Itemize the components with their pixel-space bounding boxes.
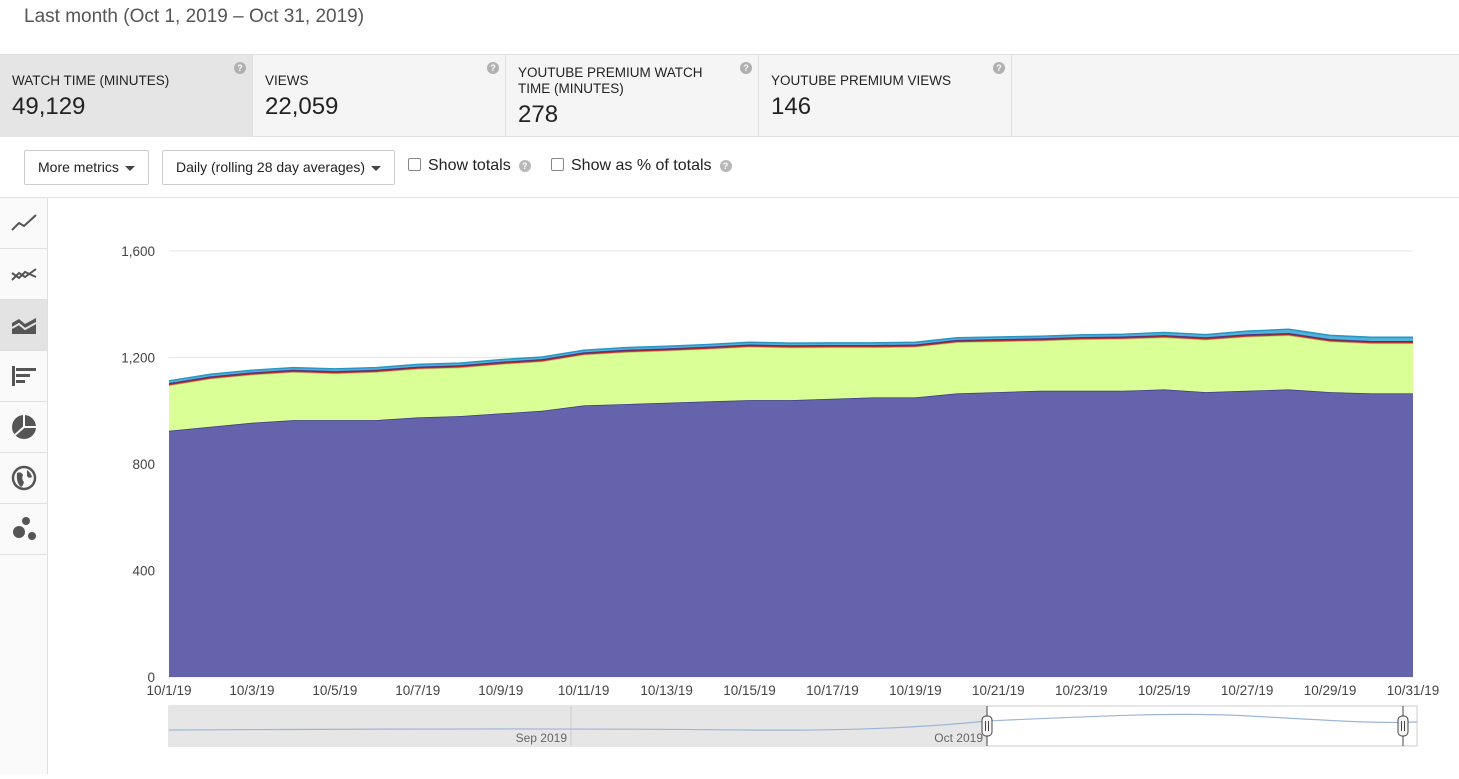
multi-line-chart-icon [10, 268, 37, 281]
x-tick-label: 10/17/19 [806, 683, 859, 698]
metric-card-watch-time[interactable]: Watch time (minutes) 49,129 ? [0, 55, 253, 137]
navigator-month-label: Sep 2019 [516, 731, 568, 745]
help-icon[interactable]: ? [487, 62, 499, 74]
bar-chart-button[interactable] [0, 351, 47, 402]
pie-chart-icon [11, 415, 36, 439]
x-tick-label: 10/11/19 [558, 683, 610, 698]
bubble-chart-icon [12, 517, 36, 540]
show-pct-toggle[interactable]: Show as % of totals? [551, 157, 732, 175]
y-tick-label: 400 [132, 564, 155, 579]
x-tick-label: 10/27/19 [1221, 683, 1274, 698]
metric-card-premium-watch-time[interactable]: YouTube Premium watch time (minutes) 278… [506, 55, 759, 137]
x-tick-label: 10/25/19 [1138, 683, 1191, 698]
y-tick-label: 1,600 [121, 244, 155, 259]
metric-value: 146 [771, 93, 812, 120]
line-chart-button[interactable] [0, 198, 47, 249]
granularity-label: Daily (rolling 28 day averages) [176, 159, 366, 175]
help-icon[interactable]: ? [719, 160, 732, 172]
map-chart-button[interactable] [0, 453, 47, 504]
multi-line-chart-button[interactable] [0, 249, 47, 300]
stacked-area-chart-button[interactable] [0, 300, 47, 351]
stacked-area-chart: 0 400 800 1,200 1,600 10/1/19 10/3/19 10/5/19 10… [121, 244, 1440, 747]
metric-label: YouTube Premium views [771, 73, 952, 88]
chart-controls: More metrics Daily (rolling 28 day avera… [0, 137, 1459, 198]
range-navigator-mask [169, 706, 987, 746]
navigator-month-label: Oct 2019 [934, 731, 983, 745]
chart-type-sidebar [0, 198, 48, 774]
navigator-handle-right[interactable] [1397, 715, 1409, 737]
metric-label: Watch time (minutes) [12, 73, 170, 88]
more-metrics-label: More metrics [38, 159, 119, 175]
show-totals-label: Show totals [428, 157, 511, 174]
x-tick-label: 10/7/19 [395, 683, 440, 698]
x-tick-label: 10/31/19 [1387, 683, 1440, 698]
metric-label: YouTube Premium watch time (minutes) [518, 65, 703, 96]
show-totals-toggle[interactable]: Show totals? [408, 157, 531, 175]
help-icon[interactable]: ? [993, 62, 1005, 74]
x-tick-label: 10/15/19 [723, 683, 776, 698]
x-tick-label: 10/29/19 [1304, 683, 1357, 698]
area-series-2 [169, 335, 1413, 431]
line-chart-icon [10, 214, 37, 231]
x-tick-label: 10/3/19 [229, 683, 274, 698]
show-totals-checkbox[interactable] [408, 158, 421, 171]
metric-value: 22,059 [265, 93, 339, 120]
metric-card-views[interactable]: Views 22,059 ? [253, 55, 506, 137]
show-pct-label: Show as % of totals [571, 157, 712, 174]
caret-down-icon [124, 165, 135, 171]
globe-map-icon [11, 465, 36, 491]
area-series-1 [169, 389, 1413, 677]
x-tick-label: 10/23/19 [1055, 683, 1108, 698]
stacked-area-chart-icon [11, 318, 36, 334]
x-tick-label: 10/13/19 [640, 683, 693, 698]
navigator-handle-left[interactable] [981, 715, 993, 737]
metric-label: Views [265, 73, 309, 88]
x-tick-label: 10/21/19 [972, 683, 1025, 698]
more-metrics-dropdown[interactable]: More metrics [24, 150, 149, 185]
caret-down-icon [371, 165, 382, 171]
x-tick-label: 10/1/19 [146, 683, 191, 698]
y-tick-label: 0 [147, 670, 155, 685]
metric-card-premium-views[interactable]: YouTube Premium views 146 ? [759, 55, 1012, 137]
help-icon[interactable]: ? [518, 160, 531, 172]
x-tick-label: 10/5/19 [312, 683, 357, 698]
metric-value: 278 [518, 101, 559, 128]
x-tick-label: 10/19/19 [889, 683, 942, 698]
y-tick-label: 1,200 [121, 351, 155, 366]
series-line-5 [168, 328, 1413, 382]
pie-chart-button[interactable] [0, 402, 47, 453]
granularity-dropdown[interactable]: Daily (rolling 28 day averages) [162, 150, 396, 185]
help-icon[interactable]: ? [234, 62, 246, 74]
x-tick-label: 10/9/19 [478, 683, 523, 698]
help-icon[interactable]: ? [740, 62, 752, 74]
metric-value: 49,129 [12, 93, 86, 120]
y-tick-label: 800 [132, 457, 155, 472]
date-range-title: Last month (Oct 1, 2019 – Oct 31, 2019) [24, 6, 365, 27]
bubble-chart-button[interactable] [0, 504, 47, 555]
navigator-trend-line [168, 713, 1418, 731]
bar-chart-icon [11, 366, 36, 386]
show-pct-checkbox[interactable] [551, 158, 564, 171]
chart-area: 0 400 800 1,200 1,600 10/1/19 10/3/19 10/5/19 10… [49, 198, 1459, 774]
metrics-bar: Watch time (minutes) 49,129 ? Views 22,0… [0, 54, 1459, 137]
